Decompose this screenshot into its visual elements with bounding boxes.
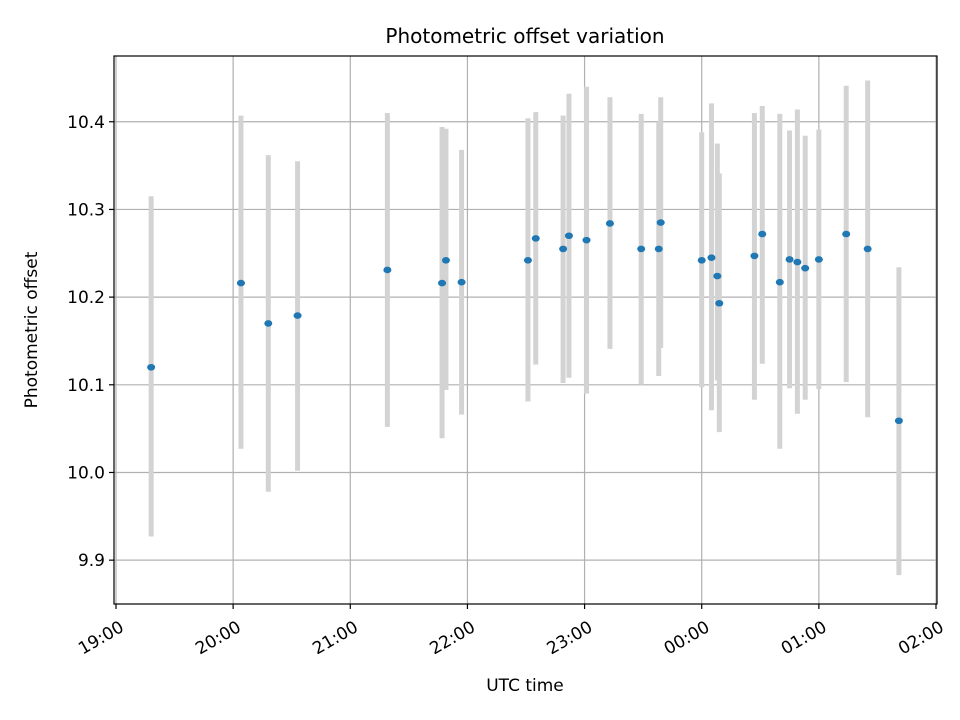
y-tick-label: 10.2 (67, 288, 105, 308)
y-axis-title: Photometric offset (22, 251, 42, 408)
x-tick-label: 02:00 (895, 617, 947, 659)
data-point (654, 245, 663, 253)
data-point (531, 235, 540, 242)
errorbar-layer (148, 80, 902, 576)
data-point (713, 272, 722, 280)
data-point (457, 278, 466, 286)
data-point (147, 363, 156, 371)
data-point (523, 256, 532, 264)
x-tick-label: 23:00 (544, 617, 596, 659)
data-point (801, 264, 810, 272)
data-point (559, 245, 568, 253)
x-tick-label: 22:00 (426, 617, 478, 659)
data-point (715, 299, 724, 307)
data-point (842, 230, 851, 238)
data-point (293, 312, 302, 319)
data-point (707, 254, 716, 261)
data-point (863, 245, 872, 253)
data-point (438, 279, 447, 287)
y-tick-label: 10.1 (67, 376, 105, 396)
y-tick-label: 10.3 (67, 200, 105, 220)
point-layer (147, 219, 903, 425)
data-point (441, 256, 450, 264)
data-point (564, 232, 573, 240)
data-point (236, 279, 245, 287)
data-point (582, 236, 591, 244)
tick-layer: 19:00 20:00 21:00 22:00 23:00 00:00 01:00 02:00… (67, 113, 947, 659)
data-point (383, 266, 392, 274)
x-tick-label: 01:00 (778, 617, 830, 659)
data-point (605, 220, 614, 227)
data-point (793, 258, 802, 266)
data-point (697, 256, 706, 264)
x-tick-label: 20:00 (192, 617, 244, 659)
x-tick-label: 21:00 (309, 617, 361, 659)
x-tick-label: 00:00 (661, 617, 713, 659)
data-point (894, 417, 903, 425)
data-point (814, 256, 823, 263)
data-point (775, 278, 784, 286)
data-point (750, 252, 759, 260)
data-point (637, 245, 646, 253)
data-point (758, 230, 767, 238)
y-tick-label: 10.0 (67, 463, 105, 483)
plot-frame (113, 55, 938, 605)
chart-title: Photometric offset variation (385, 24, 664, 48)
data-point (264, 320, 273, 327)
data-point (656, 219, 665, 226)
y-tick-label: 9.9 (78, 551, 105, 571)
data-point (785, 256, 794, 263)
y-tick-label: 10.4 (67, 113, 105, 133)
x-axis-title: UTC time (486, 676, 564, 696)
x-tick-label: 19:00 (75, 617, 127, 659)
